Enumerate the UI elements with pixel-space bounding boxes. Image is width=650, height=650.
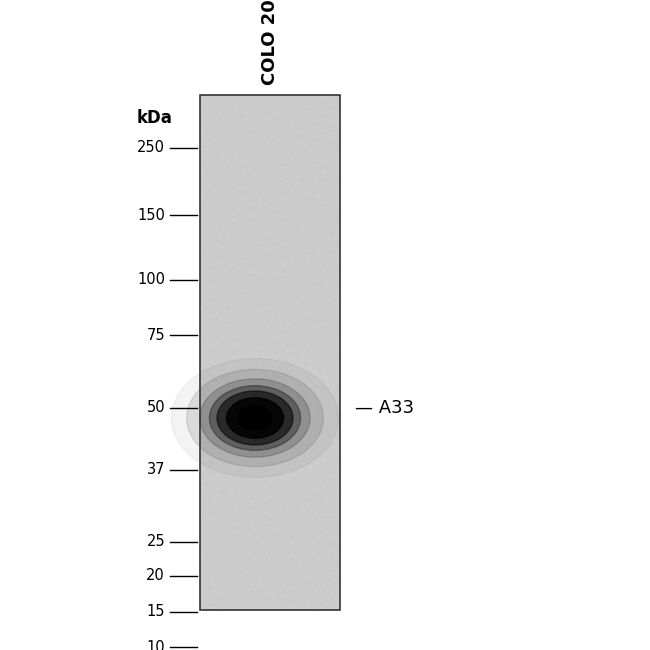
Text: 150: 150 xyxy=(137,207,165,222)
Text: 250: 250 xyxy=(137,140,165,155)
Text: 100: 100 xyxy=(137,272,165,287)
Ellipse shape xyxy=(209,385,300,450)
Text: kDa: kDa xyxy=(137,109,173,127)
Text: 50: 50 xyxy=(146,400,165,415)
Bar xyxy=(200,95,340,610)
Text: 10: 10 xyxy=(146,640,165,650)
Ellipse shape xyxy=(172,359,339,477)
Text: 25: 25 xyxy=(146,534,165,549)
Text: 37: 37 xyxy=(146,463,165,478)
Ellipse shape xyxy=(226,398,283,438)
Text: — A33: — A33 xyxy=(355,399,414,417)
Ellipse shape xyxy=(217,391,293,445)
Text: 20: 20 xyxy=(146,569,165,584)
Text: 15: 15 xyxy=(146,604,165,619)
Text: 75: 75 xyxy=(146,328,165,343)
Ellipse shape xyxy=(200,379,310,457)
Text: COLO 205: COLO 205 xyxy=(261,0,279,85)
Ellipse shape xyxy=(187,369,324,467)
Ellipse shape xyxy=(238,406,272,430)
